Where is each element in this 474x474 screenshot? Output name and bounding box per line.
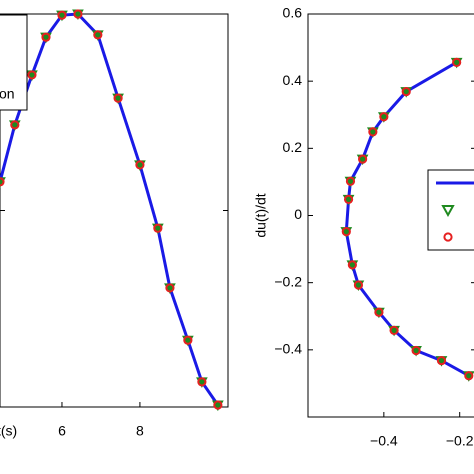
circle-marker [374,307,384,317]
circle-marker [165,283,175,293]
circle-marker [153,223,163,233]
circle-marker [345,176,356,186]
y-tick-label: −0.4 [274,341,302,357]
circle-marker [213,400,223,410]
circle-marker [389,325,399,335]
y-tick-label: 0.2 [283,139,303,155]
x-tick-label: 8 [136,423,144,439]
circle-marker [401,86,411,97]
circle-marker [347,260,357,270]
x-tick-label: −0.4 [370,433,398,449]
y-tick-label: 0.6 [283,5,303,21]
circle-marker [73,9,83,19]
circle-marker [135,160,145,170]
circle-marker [368,127,378,137]
x-axis-label: t(s) [0,423,17,439]
circle-marker [353,280,364,290]
legend-circle [443,232,453,242]
circle-marker [93,30,103,40]
line [0,12,220,406]
circle-marker [41,32,51,42]
circle-marker [379,112,389,122]
x-tick-label: −0.2 [446,433,474,449]
legend-text: on [0,86,15,102]
y-axis-label: du(t)/dt [253,193,269,237]
y-tick-label: 0.4 [283,72,303,88]
circle-marker [436,355,447,366]
circle-marker [0,177,5,187]
circle-marker [27,70,37,80]
circle-marker [452,57,462,67]
x-tick-label: 6 [58,423,66,439]
circle-marker [183,335,193,345]
circle-marker [358,154,368,164]
circle-marker [197,377,207,387]
circle-marker [10,120,20,130]
circle-marker [464,371,474,381]
circle-marker [343,194,354,204]
circle-marker [411,345,421,356]
y-tick-label: −0.2 [274,273,302,289]
circle-marker [57,10,67,20]
circle-marker [113,93,123,103]
legend-box [0,14,28,111]
y-tick-label: 0 [294,206,302,222]
legend-triangle [441,205,455,218]
circle-marker [341,227,351,237]
